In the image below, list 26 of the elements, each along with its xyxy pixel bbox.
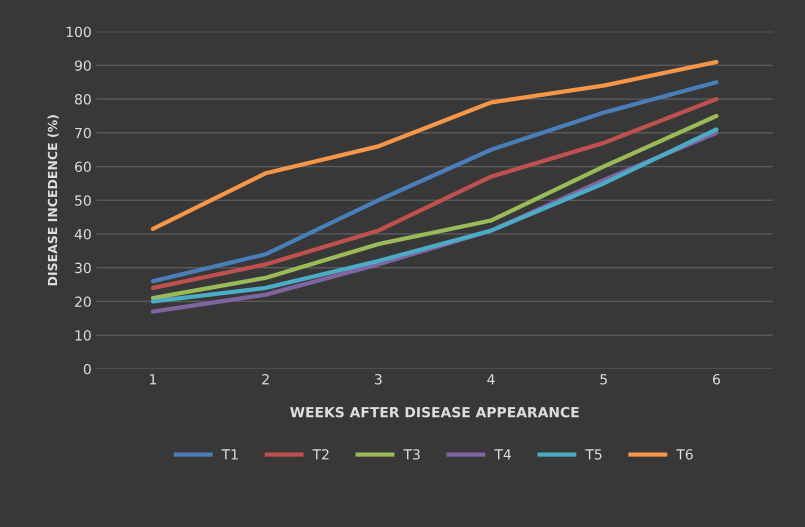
legend-label: T4: [494, 449, 511, 460]
y-tick-label: 50: [75, 195, 91, 206]
y-tick-label: 70: [75, 128, 91, 138]
legend-label: T1: [222, 449, 238, 460]
x-tick-label: 5: [600, 374, 607, 385]
x-tick-label: 6: [713, 374, 720, 385]
y-tick-label: 30: [75, 262, 91, 274]
x-tick-label: 3: [374, 374, 382, 385]
x-tick-label: 4: [487, 374, 495, 384]
y-axis-title: DISEASE INCEDENCE (%): [48, 115, 59, 286]
legend-label: T3: [403, 449, 420, 460]
y-tick-label: 40: [74, 228, 91, 240]
y-tick-label: 60: [75, 162, 91, 172]
y-tick-label: 80: [75, 94, 91, 105]
legend-label: T5: [585, 449, 602, 460]
legend-label: T6: [676, 449, 693, 460]
y-tick-label: 90: [74, 60, 91, 71]
x-tick-label: 1: [150, 374, 156, 384]
y-tick-label: 10: [76, 330, 91, 341]
y-tick-label: 100: [66, 26, 91, 38]
legend-label: T2: [312, 449, 328, 460]
y-tick-label: 20: [75, 296, 91, 307]
x-tick-label: 2: [262, 374, 269, 384]
y-tick-label: 0: [84, 364, 91, 374]
line-series: [150, 60, 719, 232]
x-axis-title: WEEKS AFTER DISEASE APPEARANCE: [290, 406, 579, 418]
